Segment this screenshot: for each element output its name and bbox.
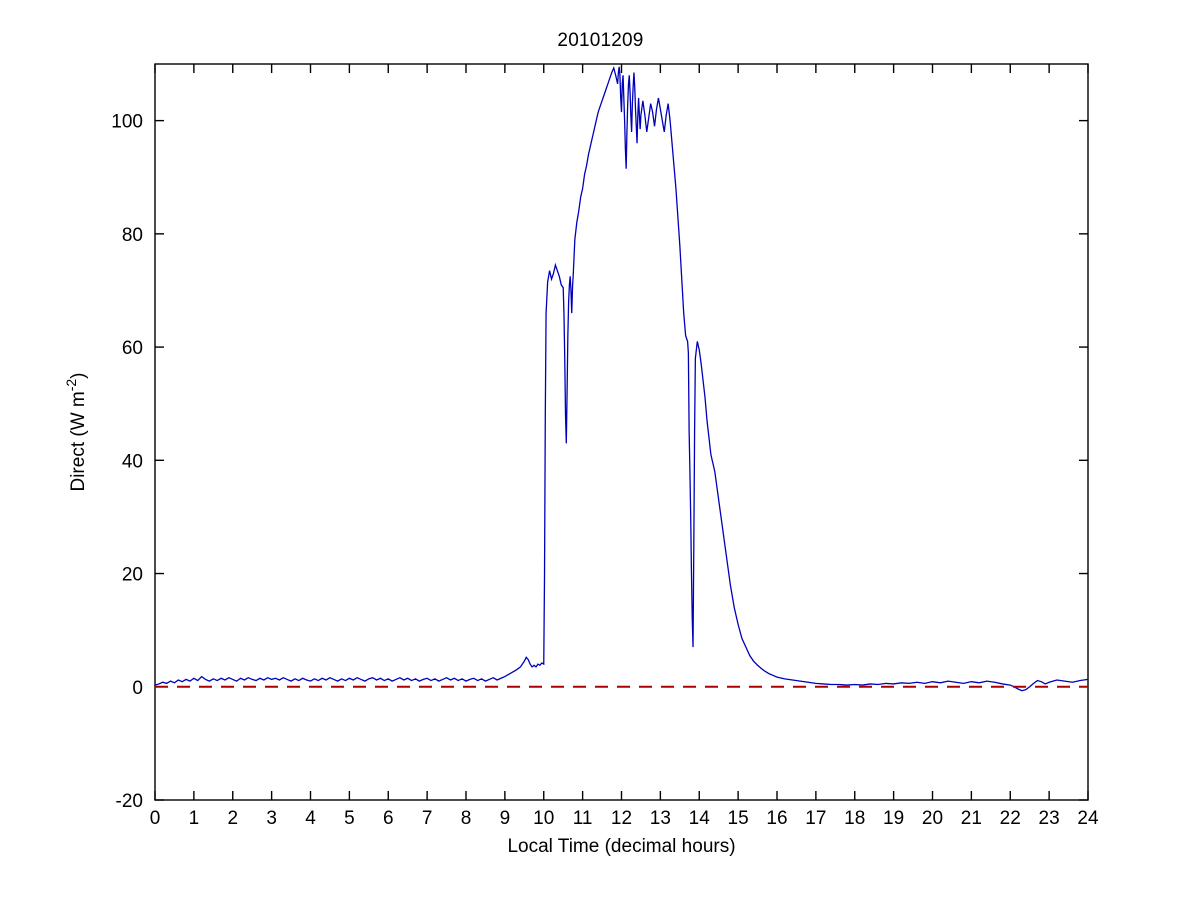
x-tick-label: 19 (883, 808, 904, 829)
x-tick-label: 17 (805, 808, 826, 829)
y-axis-ticks (155, 119, 1088, 801)
x-tick-label: 4 (305, 808, 316, 829)
y-axis-label-group: Direct (W m-2) (63, 372, 89, 491)
x-tick-label: 5 (344, 808, 355, 829)
x-tick-label: 8 (461, 808, 472, 829)
chart-title: 20101209 (557, 30, 644, 51)
y-tick-label: 100 (111, 112, 143, 133)
y-tick-label: 80 (122, 225, 143, 246)
x-tick-label: 2 (227, 808, 238, 829)
y-axis-label-exponent: -2 (63, 379, 79, 392)
x-tick-label: 18 (844, 808, 865, 829)
y-axis-tick-labels: -20 0 20 40 60 80 100 (111, 112, 143, 812)
y-tick-label: 40 (122, 451, 143, 472)
x-tick-label: 7 (422, 808, 433, 829)
x-tick-label: 14 (689, 808, 711, 829)
x-tick-label: 1 (189, 808, 200, 829)
x-tick-label: 22 (1000, 808, 1021, 829)
x-axis-ticks (154, 64, 1089, 800)
y-axis-label-tail: ) (68, 372, 89, 378)
x-axis-label-group: Local Time (decimal hours) (507, 836, 735, 857)
y-tick-label: -20 (116, 791, 143, 812)
data-series-group (154, 65, 1089, 692)
x-tick-label: 16 (766, 808, 787, 829)
x-tick-label: 13 (650, 808, 671, 829)
data-line-direct (154, 65, 1089, 692)
x-tick-label: 20 (922, 808, 943, 829)
x-axis-label: Local Time (decimal hours) (507, 836, 735, 857)
x-tick-label: 3 (266, 808, 277, 829)
x-tick-label: 12 (611, 808, 632, 829)
y-tick-label: 0 (132, 678, 143, 699)
x-tick-label: 21 (961, 808, 982, 829)
y-tick-label: 60 (122, 338, 143, 359)
x-tick-label: 0 (150, 808, 161, 829)
plot-frame (154, 63, 1089, 801)
axes-box (154, 63, 1089, 801)
y-axis-label: Direct (W m-2) (63, 372, 89, 491)
y-tick-label: 20 (122, 565, 143, 586)
x-tick-label: 6 (383, 808, 394, 829)
x-tick-label: 9 (500, 808, 511, 829)
x-tick-label: 23 (1039, 808, 1060, 829)
x-tick-label: 11 (573, 808, 593, 829)
x-axis-tick-labels: 0 1 2 3 4 5 6 7 8 9 10 11 12 13 14 15 16 17 18 19 20 21 22 23 24 (150, 808, 1099, 829)
x-tick-label: 24 (1077, 808, 1099, 829)
y-axis-label-main: Direct (W m (68, 391, 89, 491)
x-tick-label: 15 (728, 808, 749, 829)
x-tick-label: 10 (533, 808, 554, 829)
